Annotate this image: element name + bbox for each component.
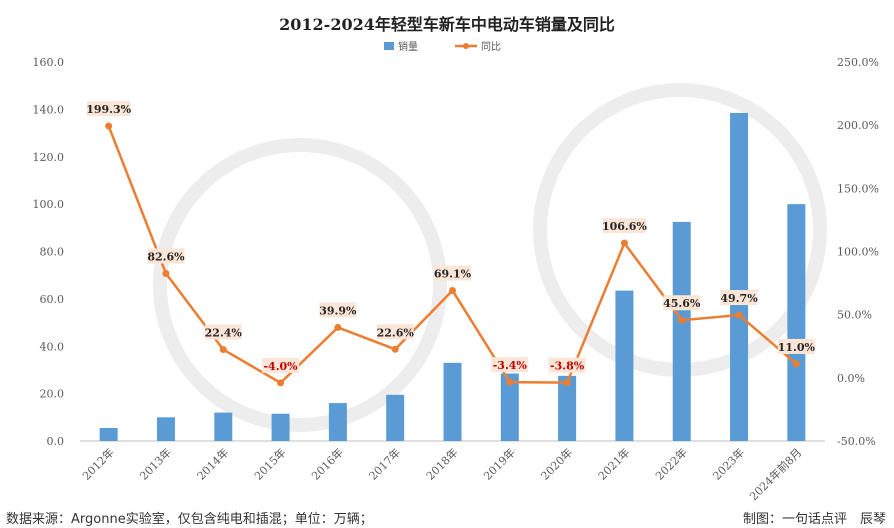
data-label-bg xyxy=(548,357,586,373)
bar xyxy=(672,221,691,441)
bar xyxy=(386,394,405,441)
data-label: 11.0% xyxy=(778,341,816,354)
y-right-tick-label: 250.0% xyxy=(837,56,879,69)
data-label: -4.0% xyxy=(263,360,298,373)
yoy-point xyxy=(162,269,170,277)
data-label-bg xyxy=(319,302,357,318)
x-tick-label: 2021年 xyxy=(595,445,632,482)
bar xyxy=(615,290,634,441)
y-left-tick-label: 0.0 xyxy=(47,435,65,448)
legend-swatch-sales xyxy=(384,42,394,50)
legend: 销量 同比 xyxy=(384,40,501,53)
data-label-bg xyxy=(777,338,815,354)
bar xyxy=(500,373,519,441)
data-label-bg xyxy=(376,324,414,340)
data-label: 49.7% xyxy=(720,292,758,305)
data-label: 69.1% xyxy=(434,268,472,281)
chart-title: 2012-2024年轻型车新车中电动车销量及同比 xyxy=(279,15,615,34)
yoy-point xyxy=(678,316,686,324)
x-tick-label: 2023年 xyxy=(710,445,747,482)
data-labels: 199.3% 82.6% 22.4% -4.0% 39.9% 22.6% 69.1% -3.4… xyxy=(86,101,816,373)
data-label-bg xyxy=(204,324,242,340)
x-tick-label: 2014年 xyxy=(194,445,231,482)
data-label: 106.6% xyxy=(602,220,647,233)
y-right-tick-label: 100.0% xyxy=(837,246,879,259)
yoy-point xyxy=(277,379,285,387)
bar xyxy=(328,403,347,441)
bar xyxy=(156,417,175,441)
data-label: 199.3% xyxy=(86,103,131,116)
legend-marker-yoy xyxy=(463,43,469,49)
data-label-bg xyxy=(602,218,647,234)
yoy-line xyxy=(107,125,798,385)
data-label-bg xyxy=(434,265,471,281)
y-right-tick-label: -50.0% xyxy=(837,435,876,448)
x-tick-label: 2012年 xyxy=(79,445,116,482)
bar-series xyxy=(99,112,806,441)
line-series xyxy=(105,122,800,387)
yoy-point xyxy=(563,379,571,387)
data-label: 22.4% xyxy=(205,327,243,340)
x-tick-label: 2015年 xyxy=(251,445,288,482)
data-label: 45.6% xyxy=(663,297,701,310)
y-right-tick-label: 50.0% xyxy=(837,309,872,322)
x-tick-label: 2022年 xyxy=(652,445,689,482)
legend-label-sales: 销量 xyxy=(398,40,418,53)
data-label-bg xyxy=(720,290,758,306)
yoy-point xyxy=(105,122,113,130)
data-label-bg xyxy=(147,248,185,264)
data-label-bg xyxy=(262,357,300,373)
x-tick-label: 2019年 xyxy=(480,445,517,482)
y-right-tick-label: 150.0% xyxy=(837,182,879,195)
data-label: 82.6% xyxy=(147,250,185,263)
x-tick-label: 2017年 xyxy=(366,445,403,482)
y-left-tick-label: 60.0 xyxy=(40,293,65,306)
yoy-point xyxy=(620,239,628,247)
y-left-tick-label: 80.0 xyxy=(40,246,65,259)
bar xyxy=(271,413,290,441)
x-tick-label: 2013年 xyxy=(137,445,174,482)
y-left-tick-label: 40.0 xyxy=(40,340,65,353)
y-left-tick-label: 120.0 xyxy=(33,151,65,164)
footer-credit: 制图：一句话点评 辰琴 xyxy=(742,512,886,527)
yoy-point xyxy=(334,323,342,331)
data-label: -3.4% xyxy=(493,359,528,372)
bar xyxy=(730,112,749,441)
data-label-bg xyxy=(87,101,131,117)
yoy-point xyxy=(792,360,800,368)
footer-source: 数据来源：Argonne实验室，仅包含纯电和插混；单位：万辆； xyxy=(6,512,373,527)
yoy-point xyxy=(391,345,399,353)
x-tick-label: 2018年 xyxy=(423,445,460,482)
y-left-tick-label: 140.0 xyxy=(33,103,65,116)
bar xyxy=(443,362,462,441)
yoy-point xyxy=(449,287,456,295)
bar xyxy=(787,204,806,441)
y-right-tick-label: 0.0% xyxy=(837,372,865,385)
data-label: -3.8% xyxy=(550,360,585,373)
y-right-tick-label: 200.0% xyxy=(837,119,879,132)
x-tick-label: 2016年 xyxy=(309,445,346,482)
yoy-point xyxy=(219,346,227,354)
legend-label-yoy: 同比 xyxy=(481,41,501,53)
y-left-tick-label: 100.0 xyxy=(33,198,65,211)
data-label: 39.9% xyxy=(319,304,357,317)
yoy-point xyxy=(506,378,514,386)
data-label-bg xyxy=(491,357,529,373)
watermark xyxy=(153,83,827,432)
y-left-tick-label: 20.0 xyxy=(40,388,65,401)
bar xyxy=(558,375,577,441)
data-label: 22.6% xyxy=(377,326,415,339)
y-left-tick-label: 160.0 xyxy=(33,56,65,69)
data-label-bg xyxy=(663,295,701,311)
yoy-point xyxy=(735,311,743,319)
x-tick-label: 2020年 xyxy=(538,445,575,482)
bar xyxy=(214,412,233,441)
bar xyxy=(99,427,118,441)
x-tick-label: 2024年前8月 xyxy=(746,445,804,503)
